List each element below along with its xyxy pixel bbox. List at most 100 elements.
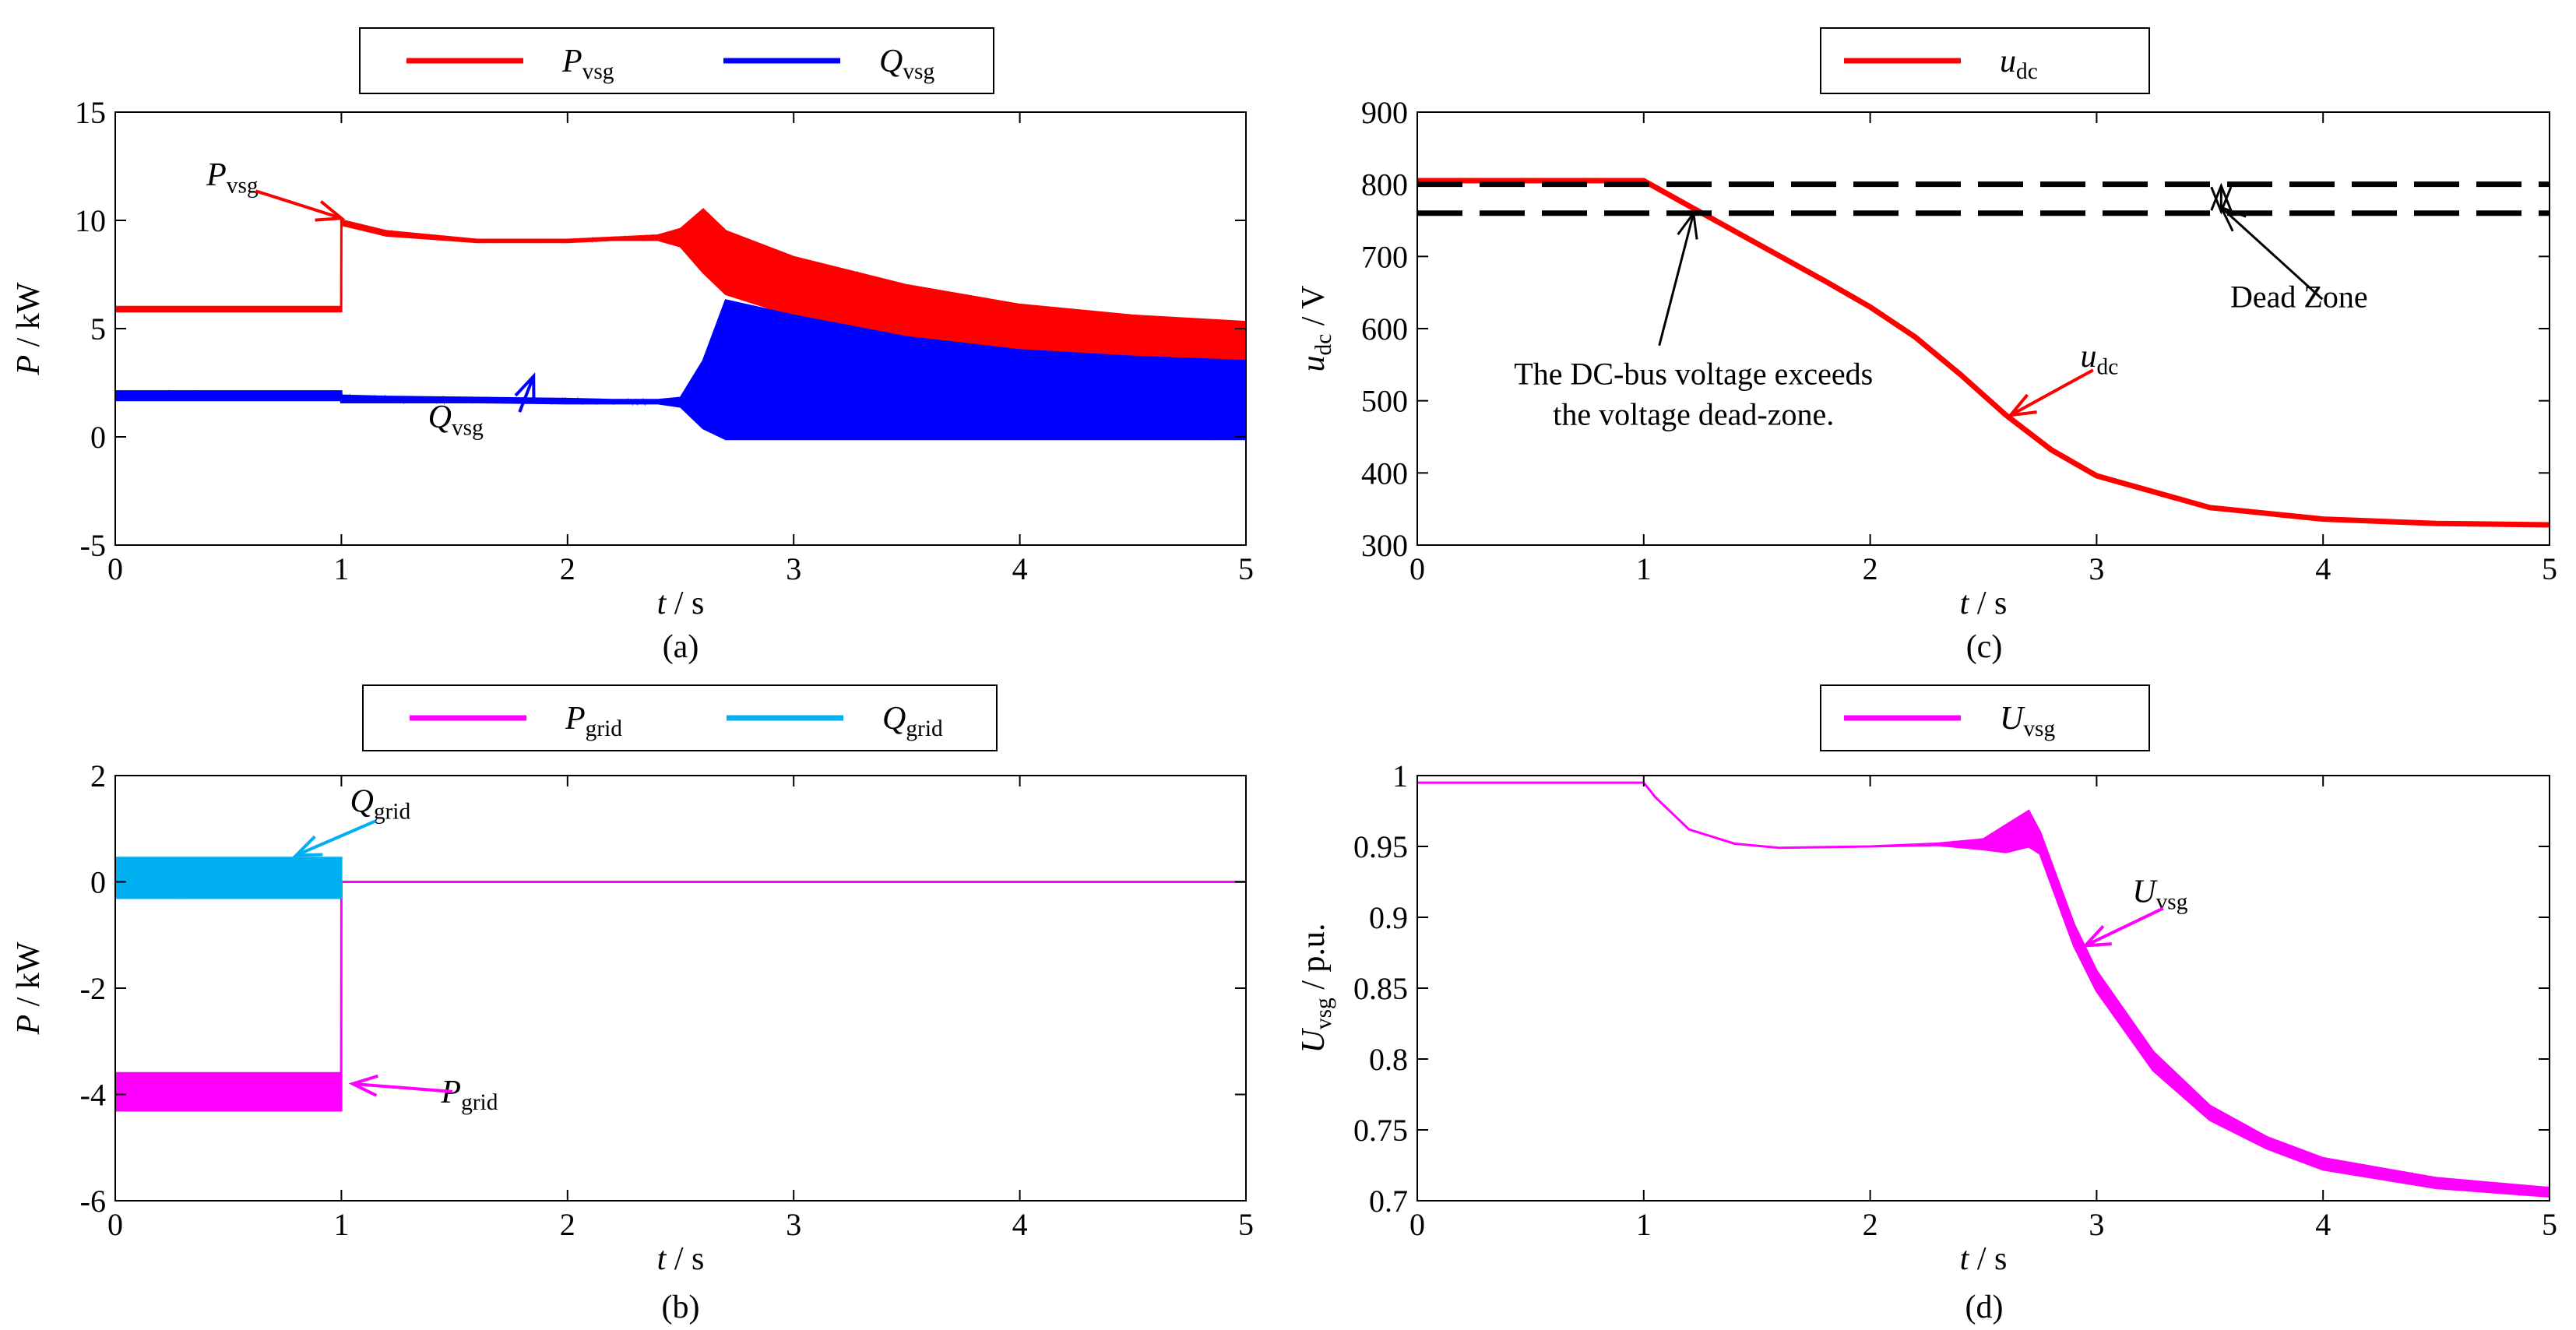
x-tick-label: 4 bbox=[2315, 551, 2331, 586]
series-Qgrid-jitter bbox=[115, 856, 340, 899]
x-tick-label: 3 bbox=[2089, 551, 2104, 586]
y-tick-label: 10 bbox=[75, 203, 106, 238]
y-tick-label: -5 bbox=[80, 528, 106, 563]
legend-item-Pgrid: Pgrid bbox=[410, 701, 622, 741]
annotation-label: Pvsg bbox=[206, 157, 259, 198]
plot-series bbox=[1417, 178, 2550, 528]
annotation-arrow bbox=[1658, 209, 1698, 347]
legend-label: Uvsg bbox=[2000, 701, 2055, 741]
chart-panel-d: 0 1 2 3 4 5 0.7 0.75 0.8 0.85 0.9 0.95 1 t / s Uvsg / … bbox=[1296, 684, 2557, 1325]
annotation-Pgrid: Pgrid bbox=[348, 1074, 498, 1115]
x-tick-label: 1 bbox=[1636, 1207, 1652, 1242]
y-axis-label: udc / V bbox=[1296, 286, 1336, 372]
y-tick-label: 900 bbox=[1361, 95, 1408, 130]
series-Pgrid-band bbox=[115, 881, 1246, 1112]
legend-item-Qvsg: Qvsg bbox=[723, 44, 934, 84]
x-tick-label: 0 bbox=[1409, 1207, 1425, 1242]
y-tick-label: 0.7 bbox=[1369, 1184, 1408, 1219]
legend: Pvsg Qvsg bbox=[359, 27, 994, 94]
y-tick-label: -2 bbox=[80, 971, 106, 1006]
legend-label: Pvsg bbox=[561, 44, 614, 84]
x-tick-label: 5 bbox=[2542, 551, 2557, 586]
annotation-dead-zone: Dead Zone bbox=[2210, 182, 2368, 314]
axes-box bbox=[1416, 111, 2550, 546]
y-tick-label: 0.85 bbox=[1353, 971, 1408, 1006]
legend-label: udc bbox=[2000, 44, 2038, 84]
legend: Uvsg bbox=[1820, 684, 2150, 751]
plot-series bbox=[115, 208, 1246, 441]
x-tick-label: 1 bbox=[333, 551, 349, 586]
x-axis-label: t / s bbox=[657, 1241, 705, 1277]
legend-item-Uvsg: Uvsg bbox=[1844, 701, 2055, 741]
y-tick-label: 0.95 bbox=[1353, 829, 1408, 864]
panel-caption: (d) bbox=[1965, 1290, 2004, 1325]
legend: Pgrid Qgrid bbox=[362, 684, 998, 751]
y-axis-label: P / kW bbox=[11, 941, 47, 1035]
x-tick-label: 4 bbox=[1012, 551, 1028, 586]
annotation-arrow bbox=[348, 1074, 453, 1097]
panel-caption: (a) bbox=[663, 629, 699, 665]
chart-panel-c: 0 1 2 3 4 5 300 400 500 600 700 800 900 t / s udc / V (… bbox=[1296, 27, 2557, 665]
annotation-text: the voltage dead-zone. bbox=[1553, 397, 1834, 432]
annotation-arrow bbox=[2007, 368, 2094, 417]
axes-box bbox=[114, 775, 1247, 1202]
annotation-note: The DC-bus voltage exceeds the voltage de… bbox=[1514, 209, 1873, 432]
x-tick-label: 2 bbox=[1863, 1207, 1878, 1242]
annotation-Qvsg: Qvsg bbox=[428, 372, 536, 440]
legend-item-Pvsg: Pvsg bbox=[406, 44, 614, 84]
y-tick-label: 15 bbox=[75, 95, 106, 130]
x-tick-label: 4 bbox=[1012, 1207, 1028, 1242]
x-axis-label: t / s bbox=[1960, 586, 2008, 621]
series-Pvsg-jitter bbox=[115, 214, 1246, 361]
plot-series bbox=[115, 856, 1246, 1112]
legend-item-Qgrid: Qgrid bbox=[727, 701, 943, 741]
annotation-arrow bbox=[255, 189, 346, 222]
legend: udc bbox=[1820, 27, 2150, 94]
annotation-label: Qvsg bbox=[428, 399, 484, 440]
annotation-label: udc bbox=[2081, 339, 2119, 379]
annotation-arrow bbox=[514, 372, 536, 413]
annotation-text: The DC-bus voltage exceeds bbox=[1514, 357, 1873, 392]
x-tick-label: 0 bbox=[107, 1207, 123, 1242]
y-tick-label: 800 bbox=[1361, 167, 1408, 202]
annotation-arrow bbox=[292, 819, 377, 857]
y-tick-label: 1 bbox=[1392, 758, 1408, 793]
y-tick-label: 400 bbox=[1361, 456, 1408, 491]
series-Qgrid-band bbox=[115, 857, 343, 899]
annotation-Pvsg: Pvsg bbox=[206, 157, 346, 222]
y-tick-label: 0.9 bbox=[1369, 900, 1408, 935]
plot-series bbox=[1417, 781, 2550, 1198]
annotation-udc: udc bbox=[2007, 339, 2119, 417]
panel-caption: (b) bbox=[662, 1290, 700, 1325]
y-tick-label: -4 bbox=[80, 1078, 106, 1113]
y-tick-label: 0.8 bbox=[1369, 1042, 1408, 1077]
series-Qvsg-jitter bbox=[115, 301, 1246, 441]
x-tick-label: 0 bbox=[1409, 551, 1425, 586]
y-tick-label: 2 bbox=[90, 758, 106, 793]
annotation-label: Qgrid bbox=[350, 783, 410, 824]
y-tick-label: 700 bbox=[1361, 239, 1408, 274]
x-tick-label: 2 bbox=[560, 1207, 575, 1242]
y-tick-label: 5 bbox=[90, 311, 106, 347]
x-tick-label: 5 bbox=[1238, 1207, 1254, 1242]
panel-caption: (c) bbox=[1966, 629, 2003, 665]
series-Uvsg-jitter bbox=[1417, 782, 2549, 1197]
legend-label: Pgrid bbox=[565, 701, 622, 741]
annotation-text: Dead Zone bbox=[2230, 279, 2368, 314]
legend-item-udc: udc bbox=[1844, 44, 2038, 84]
annotation-Qgrid: Qgrid bbox=[292, 783, 410, 857]
x-tick-label: 1 bbox=[1636, 551, 1652, 586]
x-axis-label: t / s bbox=[657, 586, 705, 621]
x-tick-label: 3 bbox=[786, 1207, 801, 1242]
y-axis-label: P / kW bbox=[11, 282, 47, 375]
x-tick-label: 5 bbox=[1238, 551, 1254, 586]
x-tick-label: 2 bbox=[1863, 551, 1878, 586]
y-tick-label: 600 bbox=[1361, 311, 1408, 347]
y-tick-label: 0 bbox=[90, 865, 106, 900]
x-tick-label: 1 bbox=[333, 1207, 349, 1242]
dead-zone-arrow-down bbox=[2210, 186, 2233, 215]
y-tick-label: -6 bbox=[80, 1184, 106, 1219]
annotation-arrow bbox=[2081, 906, 2164, 948]
x-tick-label: 4 bbox=[2315, 1207, 2331, 1242]
chart-panel-b: 0 1 2 3 4 5 -6 -4 -2 0 2 t / s P / kW (b) Pgrid Qgrid Qg… bbox=[11, 684, 1254, 1325]
